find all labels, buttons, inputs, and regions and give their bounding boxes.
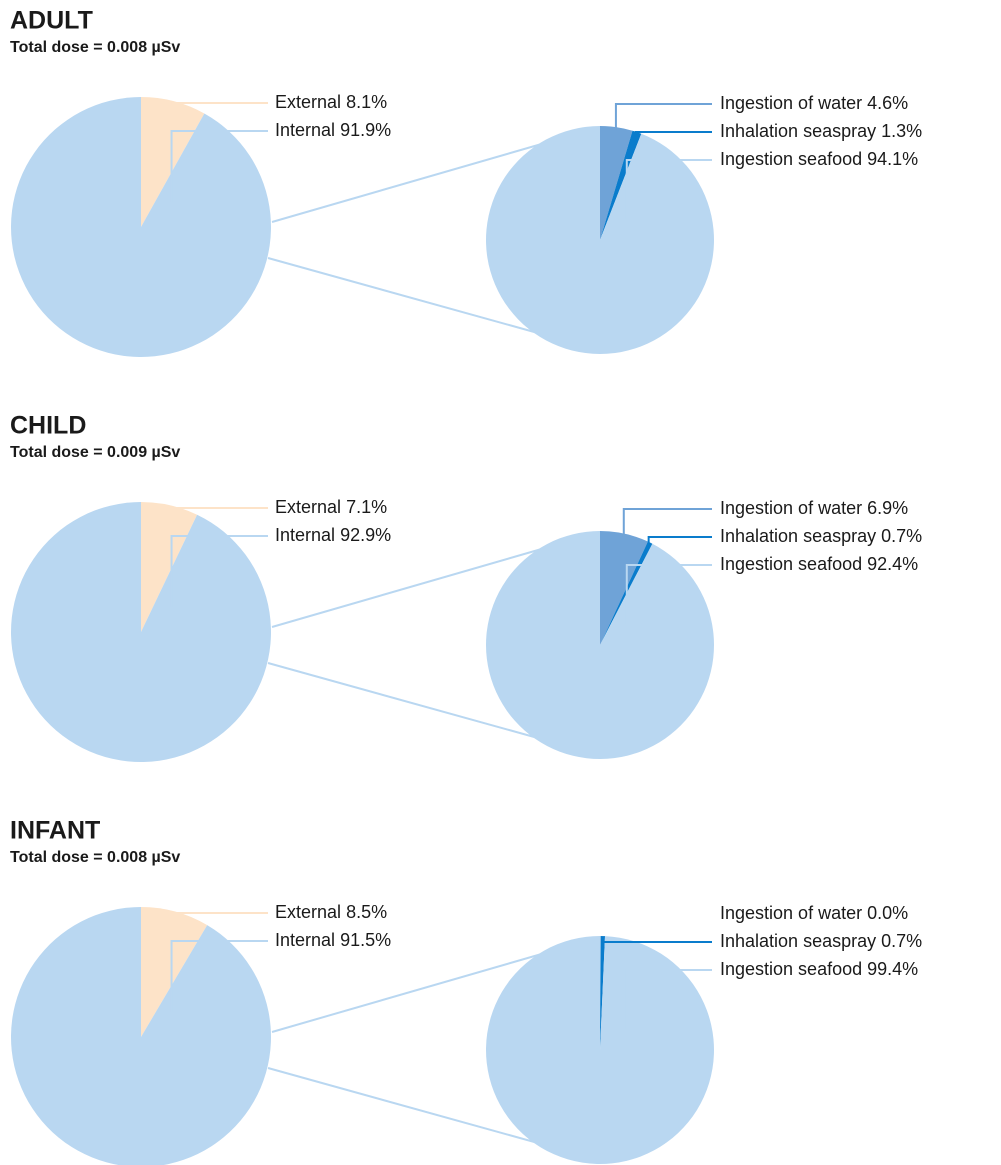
pie-slice xyxy=(141,502,198,632)
section-subtitle: Total dose = 0.009 µSv xyxy=(10,444,180,461)
slice-label: Ingestion of water 0.0% xyxy=(720,903,908,923)
pie-slice xyxy=(485,126,714,354)
category-label: Ingestion seafood xyxy=(720,959,862,979)
pie-slice xyxy=(10,97,271,357)
category-label: Ingestion of water xyxy=(720,498,862,518)
value-label: 4.6% xyxy=(867,93,908,113)
slice-label: Internal 91.9% xyxy=(275,120,391,140)
slice-label: Ingestion of water 6.9% xyxy=(720,498,908,518)
value-label: 6.9% xyxy=(867,498,908,518)
leader-line xyxy=(614,103,712,131)
slice-label: External 8.5% xyxy=(275,902,387,922)
value-label: 1.3% xyxy=(881,121,922,141)
leader-line xyxy=(170,130,268,203)
slice-label: Ingestion seafood 94.1% xyxy=(720,149,918,169)
value-label: 92.9% xyxy=(340,525,391,545)
value-label: 99.4% xyxy=(867,959,918,979)
connector xyxy=(271,142,546,223)
leader-line xyxy=(625,969,712,1029)
category-label: Inhalation seaspray xyxy=(720,526,876,546)
slice-label: Ingestion seafood 99.4% xyxy=(720,959,918,979)
connector xyxy=(271,547,546,628)
leader-line xyxy=(601,939,712,943)
category-label: Internal xyxy=(275,525,335,545)
leader-line xyxy=(170,535,268,608)
category-label: Inhalation seaspray xyxy=(720,931,876,951)
category-label: External xyxy=(275,497,341,517)
pie-slice xyxy=(600,130,642,240)
category-label: Ingestion seafood xyxy=(720,554,862,574)
pie-slice xyxy=(486,936,715,1164)
leader-line xyxy=(167,507,268,510)
value-label: 91.5% xyxy=(340,930,391,950)
section-title: ADULT xyxy=(10,7,93,35)
connector xyxy=(267,662,546,741)
value-label: 8.5% xyxy=(346,902,387,922)
pie-slice xyxy=(600,936,606,1050)
category-label: External xyxy=(275,92,341,112)
category-label: Ingestion seafood xyxy=(720,149,862,169)
value-label: 7.1% xyxy=(346,497,387,517)
slice-label: Ingestion seafood 92.4% xyxy=(720,554,918,574)
leader-line xyxy=(622,508,712,538)
slice-label: Inhalation seaspray 1.3% xyxy=(720,121,922,141)
leader-line xyxy=(170,940,268,1013)
slice-label: External 8.1% xyxy=(275,92,387,112)
category-label: Inhalation seaspray xyxy=(720,121,876,141)
value-label: 0.0% xyxy=(867,903,908,923)
leader-line xyxy=(634,131,712,136)
section-subtitle: Total dose = 0.008 µSv xyxy=(10,849,180,866)
pie-slice xyxy=(600,531,648,645)
pie-slice xyxy=(11,907,271,1165)
slice-label: Inhalation seaspray 0.7% xyxy=(720,931,922,951)
connector xyxy=(271,952,546,1033)
leader-line xyxy=(173,912,268,916)
value-label: 91.9% xyxy=(340,120,391,140)
value-label: 94.1% xyxy=(867,149,918,169)
leader-line xyxy=(625,159,712,219)
connector xyxy=(267,257,546,336)
category-label: Ingestion of water xyxy=(720,903,862,923)
leader-line xyxy=(625,564,712,624)
connector xyxy=(267,1067,546,1146)
pie-slice xyxy=(485,531,714,759)
leader-line xyxy=(171,102,268,105)
pie-slice xyxy=(141,97,205,227)
pie-slice xyxy=(10,502,271,762)
section-subtitle: Total dose = 0.008 µSv xyxy=(10,39,180,56)
pie-slice xyxy=(141,907,208,1037)
category-label: External xyxy=(275,902,341,922)
value-label: 0.7% xyxy=(881,526,922,546)
slice-label: External 7.1% xyxy=(275,497,387,517)
category-label: Internal xyxy=(275,930,335,950)
slice-label: Internal 91.5% xyxy=(275,930,391,950)
section-title: INFANT xyxy=(10,817,100,845)
category-label: Ingestion of water xyxy=(720,93,862,113)
slice-label: Inhalation seaspray 0.7% xyxy=(720,526,922,546)
value-label: 0.7% xyxy=(881,931,922,951)
value-label: 92.4% xyxy=(867,554,918,574)
slice-label: Internal 92.9% xyxy=(275,525,391,545)
section-title: CHILD xyxy=(10,412,86,440)
leader-line xyxy=(647,536,712,546)
value-label: 8.1% xyxy=(346,92,387,112)
category-label: Internal xyxy=(275,120,335,140)
slice-label: Ingestion of water 4.6% xyxy=(720,93,908,113)
pie-slice xyxy=(600,126,633,240)
